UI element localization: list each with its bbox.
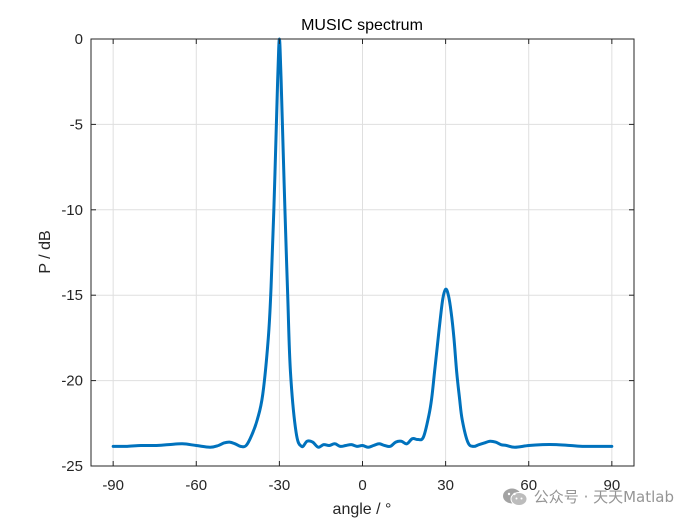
- y-tick-label: -25: [61, 458, 83, 475]
- y-axis-label: P / dB: [37, 230, 54, 273]
- x-tick-label: 60: [520, 477, 537, 494]
- tick-marks: [90, 38, 635, 467]
- y-tick-label: -15: [61, 287, 83, 304]
- watermark: 公众号 · 天天Matlab: [502, 486, 674, 507]
- x-tick-label: -30: [269, 477, 291, 494]
- spectrum-line: [111, 37, 614, 449]
- x-axis-label: angle / °: [333, 501, 392, 518]
- watermark-text: 公众号 · 天天Matlab: [533, 488, 674, 506]
- y-tick-label: -20: [61, 373, 83, 390]
- y-tick-label: -10: [61, 202, 83, 219]
- wechat-icon: [502, 488, 528, 506]
- tick-labels: -90 -60 -30 0 30 60 90 0 -5 -10 -15 -20 -25: [61, 31, 620, 494]
- x-tick-label: -90: [102, 477, 124, 494]
- y-tick-label: -5: [70, 116, 83, 133]
- x-tick-label: 30: [437, 477, 454, 494]
- x-tick-label: -60: [185, 477, 207, 494]
- series-layer: [111, 37, 614, 449]
- y-tick-label: 0: [75, 31, 83, 48]
- x-tick-label: 0: [358, 477, 366, 494]
- chart-title: MUSIC spectrum: [301, 17, 423, 34]
- x-tick-label: 90: [603, 477, 620, 494]
